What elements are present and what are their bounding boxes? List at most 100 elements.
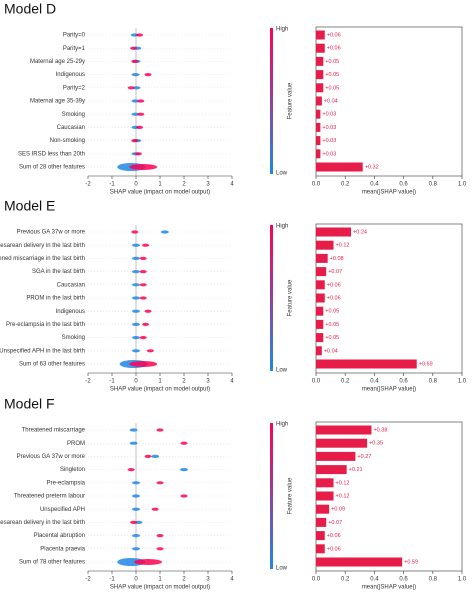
low-cluster [160,230,169,234]
feature-label: Caesarean delivery in the last birth [0,243,85,249]
value-label: +0.06 [327,282,341,288]
bar [316,333,324,343]
low-cluster [131,99,140,103]
x-tick-label: 0.8 [429,577,438,583]
bar [316,240,334,250]
value-label: +0.05 [325,59,339,65]
value-label: +0.12 [336,480,350,486]
value-label: +0.07 [328,520,342,526]
low-cluster [180,468,188,472]
x-tick-label: 0.4 [370,379,379,385]
value-label: +0.06 [327,295,341,301]
feature-label: Parity=2 [63,85,86,91]
feature-label: Unspecified APH in the last birth [0,348,85,354]
x-tick-label: 2 [182,577,186,583]
low-cluster [129,428,138,432]
high-cluster [156,481,164,485]
high-cluster [144,309,152,313]
x-tick-label: 1.0 [458,379,467,385]
bar [316,56,324,66]
value-label: +0.12 [336,493,350,499]
feature-label: Smoking [62,112,85,118]
high-cluster [137,99,145,103]
value-label: +0.05 [325,309,339,315]
bar [316,465,347,475]
value-label: +0.27 [357,454,371,460]
bar [316,491,334,501]
high-cluster [136,33,144,37]
x-tick-label: -2 [85,577,91,583]
low-cluster [132,270,140,274]
value-label: +0.03 [322,151,336,157]
value-label: +0.59 [404,559,418,565]
value-label: +0.03 [322,138,336,144]
feature-label: Placental abruption [34,533,85,539]
bar [316,109,321,119]
bar [316,122,321,132]
low-cluster [132,283,140,287]
x-axis-label: SHAP value (impact on model output) [110,585,210,591]
high-cluster [139,336,147,340]
low-cluster [132,547,140,551]
feature-label: Parity=0 [63,33,86,39]
low-cluster [132,336,140,340]
high-cluster [130,520,138,525]
x-tick-label: -2 [85,379,91,385]
x-axis-label: SHAP value (impact on model output) [110,387,210,393]
bar [316,359,417,369]
bar [316,504,330,514]
high-cluster [134,152,142,156]
x-axis-label: SHAP value (impact on model output) [110,190,210,196]
x-tick-label: 0.4 [370,577,379,583]
low-cluster [131,73,140,77]
x-tick-label: 4 [230,379,234,385]
x-tick-label: 0 [134,379,138,385]
high-cluster [131,230,139,234]
bar [316,544,325,554]
feature-label: Placenta praevia [40,546,85,552]
x-tick-label: 0.8 [429,379,438,385]
low-cluster [132,256,140,260]
bar [316,319,324,329]
value-label: +0.03 [322,112,336,118]
value-label: +0.38 [373,427,387,433]
x-tick-label: 4 [230,577,234,583]
bar [316,346,322,356]
feature-label: Previous GA 37w or more [17,230,86,236]
feature-label: Indigenous [56,309,85,315]
x-tick-label: 3 [206,577,210,583]
x-tick-label: 0.6 [399,577,408,583]
low-cluster [151,454,160,458]
bar [316,557,403,567]
feature-label: Maternal age 25-29y [30,59,85,65]
bar [316,293,325,303]
x-tick-label: 1 [158,379,162,385]
high-cluster [142,322,150,326]
value-label: +0.07 [328,269,342,275]
feature-label: Non-smoking [50,138,85,144]
bar [316,517,327,527]
bar [316,227,352,237]
colorbar [270,225,273,371]
feature-label: PROM [67,441,85,447]
value-label: +0.06 [327,546,341,552]
x-tick-label: 0.8 [429,182,438,188]
x-tick-label: -1 [109,379,115,385]
feature-label: Maternal age 35-39y [30,99,85,105]
value-label: +0.05 [325,85,339,91]
bar [316,531,325,541]
value-label: +0.04 [324,98,338,104]
high-cluster [134,559,162,565]
x-tick-label: 0.4 [370,182,379,188]
low-cluster [132,322,140,326]
bar [316,43,325,53]
feature-label: Sum of 63 other features [19,362,85,368]
value-label: +0.09 [331,507,345,513]
x-tick-label: 2 [182,379,186,385]
bar [316,267,327,277]
value-label: +0.05 [325,72,339,78]
x-tick-label: 2 [182,182,186,188]
bar [316,253,328,263]
low-cluster [132,494,140,498]
x-tick-label: 1 [158,182,162,188]
